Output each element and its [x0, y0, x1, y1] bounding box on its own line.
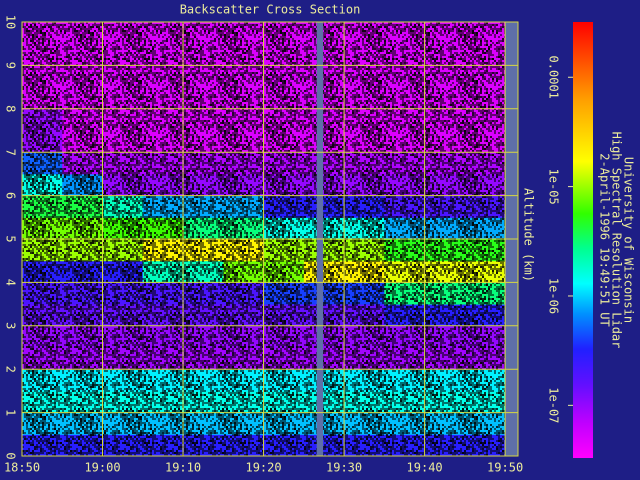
x-tick-label: 19:00 [84, 461, 120, 475]
colorbar [573, 22, 593, 458]
colorbar-tick-label: 1e-05 [547, 169, 561, 205]
y-tick-label: 7 [4, 149, 18, 156]
x-tick-label: 19:50 [487, 461, 523, 475]
y-axis-label: Altitude (km) [522, 188, 536, 282]
annotation: 2-April-1996 19:49:51 UT [598, 153, 612, 326]
x-tick-label: 19:30 [326, 461, 362, 475]
y-tick-label: 3 [4, 322, 18, 329]
chart-title: Backscatter Cross Section [180, 3, 361, 17]
annotation: High Spectral Resolution Lidar [610, 132, 624, 349]
colorbar-tick-label: 0.0001 [547, 56, 561, 99]
x-tick-label: 19:20 [245, 461, 281, 475]
y-tick-label: 2 [4, 366, 18, 373]
x-tick-label: 19:40 [407, 461, 443, 475]
y-tick-label: 5 [4, 235, 18, 242]
colorbar-tick-label: 1e-07 [547, 387, 561, 423]
y-tick-label: 4 [4, 279, 18, 286]
plot-frame [21, 21, 519, 457]
annotation: University of Wisconsin [622, 157, 636, 323]
y-tick-label: 1 [4, 409, 18, 416]
y-tick-label: 6 [4, 192, 18, 199]
y-tick-label: 8 [4, 105, 18, 112]
y-tick-label: 10 [4, 15, 18, 29]
x-tick-label: 18:50 [4, 461, 40, 475]
y-tick-label: 0 [4, 452, 18, 459]
y-tick-label: 9 [4, 62, 18, 69]
colorbar-tick-label: 1e-06 [547, 278, 561, 314]
x-tick-label: 19:10 [165, 461, 201, 475]
